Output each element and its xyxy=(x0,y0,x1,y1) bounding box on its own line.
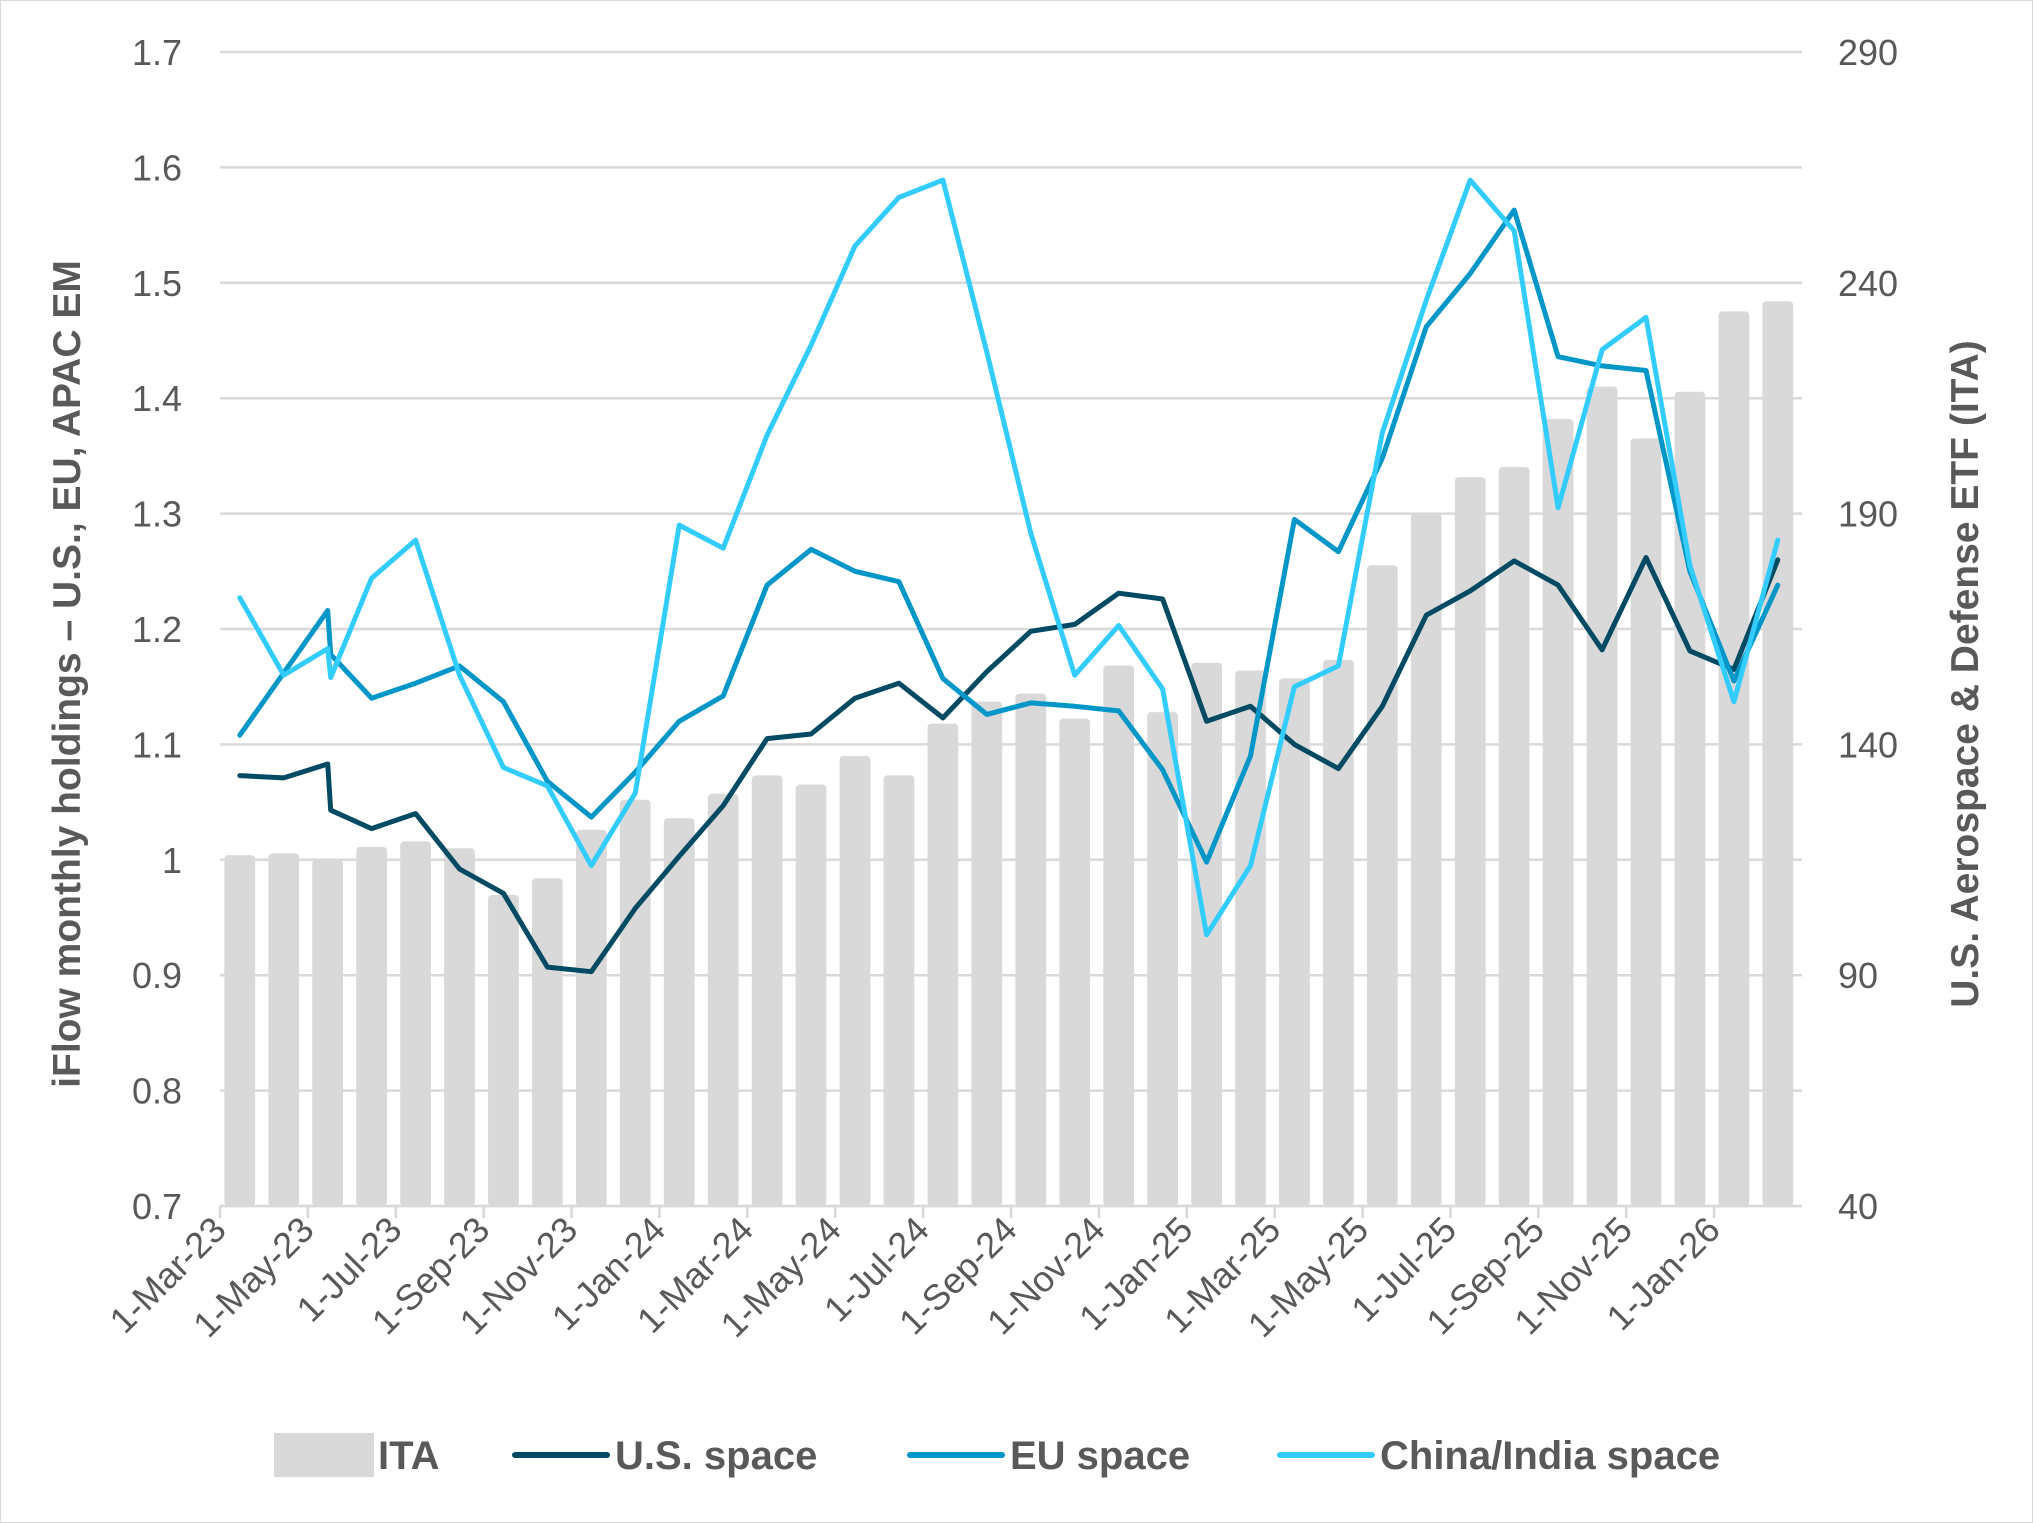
left-tick-label: 1.5 xyxy=(132,263,182,304)
ita-bar xyxy=(1366,565,1398,1206)
left-tick-label: 1.2 xyxy=(132,609,182,650)
ita-bar xyxy=(444,848,475,1206)
ita-bar xyxy=(1059,718,1091,1206)
ita-bar xyxy=(927,723,959,1206)
ita-bar xyxy=(1279,678,1310,1206)
left-tick-label: 1.1 xyxy=(132,724,182,765)
left-axis-title: iFlow monthly holdings – U.S., EU, APAC … xyxy=(46,260,89,1088)
ita-bar xyxy=(532,878,563,1206)
left-tick-label: 0.9 xyxy=(132,955,182,996)
right-axis-ticks: 40 90 140 190 240 290 xyxy=(1838,32,1898,1227)
ita-bar xyxy=(619,799,651,1206)
ita-bar xyxy=(1103,665,1135,1206)
ita-bar xyxy=(1586,386,1618,1206)
legend-swatch-ita xyxy=(274,1433,374,1477)
series-line-eu-space xyxy=(237,207,1781,865)
legend: ITA U.S. space EU space China/India space xyxy=(274,1433,1720,1478)
left-axis-ticks: 0.7 0.8 0.9 1 1.1 1.2 1.3 1.4 1.5 1.6 1.7 xyxy=(132,32,182,1227)
right-tick-label: 290 xyxy=(1838,32,1898,73)
ita-bar xyxy=(575,829,607,1206)
ita-bar xyxy=(1410,513,1442,1206)
ita-bar xyxy=(1498,466,1530,1206)
right-axis-title: U.S. Aerospace & Defense ETF (ITA) xyxy=(1944,340,1987,1007)
ita-bar xyxy=(663,818,695,1206)
ita-bar xyxy=(312,859,344,1206)
left-tick-label: 1.7 xyxy=(132,32,182,73)
ita-bar xyxy=(400,841,431,1206)
legend-label: EU space xyxy=(1010,1434,1190,1478)
right-tick-label: 190 xyxy=(1838,494,1898,535)
ita-bar xyxy=(268,853,300,1206)
ita-bar xyxy=(707,793,739,1206)
ita-bar xyxy=(883,775,915,1206)
ita-bar xyxy=(1454,477,1486,1206)
ita-bar xyxy=(1235,670,1266,1206)
ita-bar xyxy=(1015,693,1047,1206)
ita-bar xyxy=(1147,712,1178,1206)
ita-bar xyxy=(356,846,387,1206)
series-line-u-s-space xyxy=(237,555,1781,975)
ita-bar xyxy=(488,894,519,1206)
left-tick-label: 1 xyxy=(162,840,182,881)
ita-bar xyxy=(1542,418,1574,1206)
series-line-china-india-space xyxy=(237,177,1781,938)
left-tick-label: 1.4 xyxy=(132,378,182,419)
series-lines xyxy=(237,177,1781,975)
left-tick-label: 1.3 xyxy=(132,494,182,535)
left-tick-label: 0.8 xyxy=(132,1071,182,1112)
right-tick-label: 40 xyxy=(1838,1186,1878,1227)
legend-label: China/India space xyxy=(1380,1434,1720,1478)
right-tick-label: 90 xyxy=(1838,955,1878,996)
left-tick-label: 0.7 xyxy=(132,1186,182,1227)
ita-bar xyxy=(1762,301,1794,1206)
ita-bar xyxy=(839,755,871,1206)
right-tick-label: 240 xyxy=(1838,263,1898,304)
ita-bar xyxy=(1323,659,1354,1206)
ita-bar xyxy=(1718,311,1750,1206)
legend-label: U.S. space xyxy=(615,1434,817,1478)
legend-label-ita: ITA xyxy=(378,1434,439,1478)
ita-bar xyxy=(751,775,783,1206)
left-tick-label: 1.6 xyxy=(132,147,182,188)
ita-bar xyxy=(795,784,827,1206)
right-tick-label: 140 xyxy=(1838,724,1898,765)
ita-bars xyxy=(224,301,1794,1206)
ita-bar xyxy=(971,701,1003,1206)
x-axis-ticks: 1-Mar-231-May-231-Jul-231-Sep-231-Nov-23… xyxy=(101,1206,1728,1345)
ita-bar xyxy=(1630,438,1662,1206)
ita-bar xyxy=(224,855,256,1206)
